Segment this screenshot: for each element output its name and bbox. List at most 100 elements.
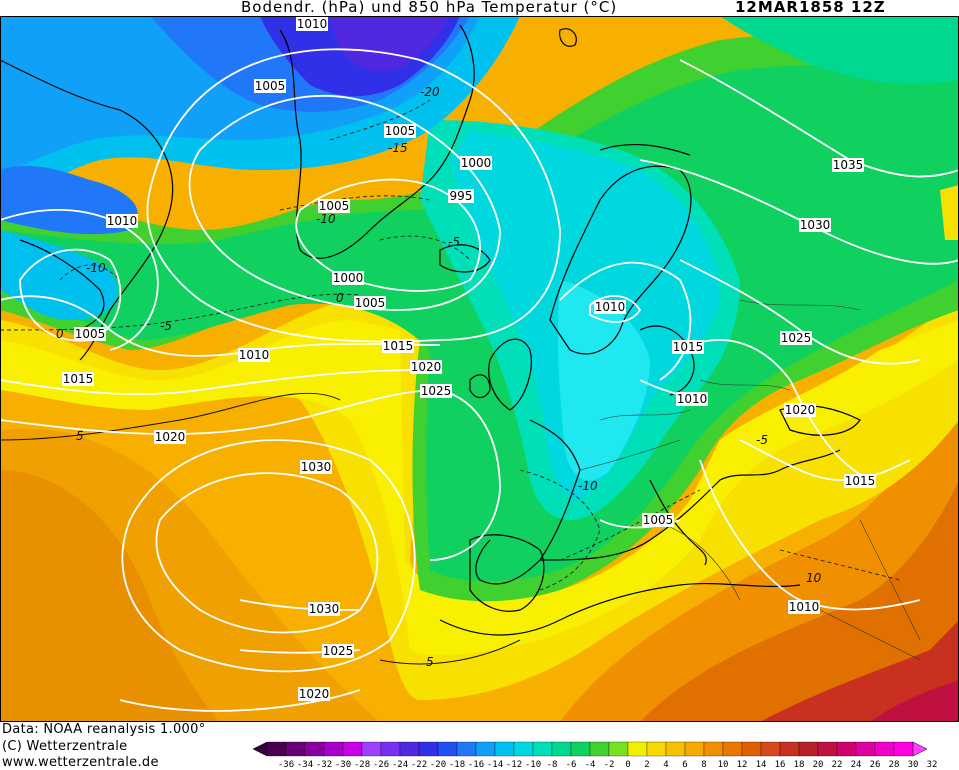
colorbar-tick-label: 6 — [682, 760, 687, 770]
isobar-label: 1020 — [410, 360, 442, 374]
colorbar-swatch — [779, 741, 800, 757]
colorbar-swatch — [456, 741, 477, 757]
colorbar-swatch — [817, 741, 838, 757]
temp-label: -10 — [578, 479, 598, 493]
svg-text:1005: 1005 — [643, 513, 674, 527]
colorbar-tick-label: 28 — [889, 760, 900, 770]
data-source-text: Data: NOAA reanalysis 1.000° — [2, 722, 206, 737]
title-bar: Bodendr. (hPa) und 850 hPa Temperatur (°… — [0, 0, 959, 16]
colorbar-swatch — [361, 741, 382, 757]
isobar-label: 1015 — [672, 340, 704, 354]
coast-labrador — [19, 239, 105, 331]
colorbar-swatch — [741, 741, 762, 757]
colorbar-swatch — [323, 741, 344, 757]
svg-text:1010: 1010 — [789, 600, 820, 614]
isobar-1010-med — [699, 459, 921, 611]
coast-scandinavia — [549, 165, 692, 355]
temperature-band-blue-atlantic — [0, 230, 118, 320]
coast-mediterranean — [539, 449, 841, 561]
colorbar-tick-label: 18 — [794, 760, 805, 770]
temperature-colorbar: -36 -34 -32 -30 -28 -26 -24 -22 -20 -18 -16 -14 -12-… — [253, 741, 938, 770]
isobar-label: 1010 — [238, 348, 270, 362]
colorbar-tick-label: -22 — [411, 760, 427, 770]
colorbar-tick-label: 4 — [663, 760, 668, 770]
isobar-label: 1010 — [296, 17, 328, 31]
isobar-label: 1010 — [788, 600, 820, 614]
colorbar-tick-label: 2 — [644, 760, 649, 770]
isobar-label: 1010 — [676, 392, 708, 406]
temp-label: -10 — [86, 261, 106, 275]
weather-map: 1010 1005 1005 1005 1000 995 1010 1000 1… — [0, 16, 959, 722]
colorbar-tick-label: -2 — [604, 760, 615, 770]
colorbar-tick-label: -30 — [335, 760, 351, 770]
coast-greenland — [279, 24, 475, 259]
temp-label: -10 — [316, 212, 336, 226]
colorbar-swatch — [608, 741, 629, 757]
temperature-band-teal-ne — [720, 16, 959, 84]
copyright-text: (C) Wetterzentrale — [2, 739, 128, 754]
colorbar-tick-label: -6 — [566, 760, 577, 770]
svg-text:1030: 1030 — [309, 602, 340, 616]
colorbar-tick-label: -10 — [525, 760, 541, 770]
svg-text:1010: 1010 — [239, 348, 270, 362]
svg-text:1015: 1015 — [63, 372, 94, 386]
isobar-label-group: 1010 1005 1005 1005 1000 995 1010 1000 1… — [62, 17, 876, 701]
isobar-label: 1005 — [384, 124, 416, 138]
svg-text:1020: 1020 — [411, 360, 442, 374]
isobar-1000-low — [295, 178, 481, 292]
isobar-1005-west — [0, 209, 159, 351]
coast-ireland — [469, 374, 491, 399]
temperature-band-se-dark — [640, 480, 959, 722]
coast-italy — [649, 479, 707, 566]
isobar-label: 1005 — [74, 327, 106, 341]
svg-text:1005: 1005 — [75, 327, 106, 341]
colorbar-overflow — [912, 741, 928, 757]
isobar-label: 1000 — [460, 156, 492, 170]
isobar-1020-a — [0, 389, 441, 436]
svg-text:1020: 1020 — [155, 430, 186, 444]
svg-text:1000: 1000 — [461, 156, 492, 170]
colorbar-swatch — [475, 741, 496, 757]
isobar-1010-west — [19, 248, 122, 342]
coast-svalbard — [559, 28, 577, 47]
svg-text:1005: 1005 — [385, 124, 416, 138]
coast-british-isles — [488, 338, 532, 411]
colorbar-tick-label: 20 — [813, 760, 824, 770]
temp-label: 0 — [56, 327, 64, 341]
colorbar-swatch — [399, 741, 420, 757]
temp-label: -5 — [448, 235, 460, 249]
isobar-label: 1035 — [832, 158, 864, 172]
colorbar-swatch — [627, 741, 648, 757]
svg-text:1010: 1010 — [107, 214, 138, 228]
colorbar-swatch — [380, 741, 401, 757]
colorbar-tick-label: 12 — [737, 760, 748, 770]
colorbar-swatch — [532, 741, 553, 757]
colorbar-tick-label: -32 — [316, 760, 332, 770]
colorbar-tick-label: -12 — [506, 760, 522, 770]
isobar-label: 1015 — [844, 474, 876, 488]
colorbar-swatch — [646, 741, 667, 757]
temperature-band-yellow-ne — [940, 185, 959, 240]
colorbar-tick-label: -16 — [468, 760, 484, 770]
isobar-label: 1025 — [780, 331, 812, 345]
svg-text:1015: 1015 — [845, 474, 876, 488]
map-date: 12MAR1858 12Z — [735, 0, 886, 16]
isobar-1035-east — [679, 59, 959, 178]
isobar-label: 1005 — [318, 199, 350, 213]
isobar-1010-scand — [589, 295, 642, 323]
map-title: Bodendr. (hPa) und 850 hPa Temperatur (°… — [241, 0, 618, 16]
colorbar-swatch — [684, 741, 705, 757]
colorbar-swatch — [855, 741, 876, 757]
isobar-1015-a — [0, 295, 441, 357]
isobar-label: 1025 — [420, 384, 452, 398]
colorbar-swatch — [513, 741, 534, 757]
isobar-1015-med — [739, 439, 911, 481]
colorbar-swatches — [253, 741, 928, 757]
isobar-label: 1005 — [642, 513, 674, 527]
isobar-label: 1020 — [298, 687, 330, 701]
coast-iceland — [439, 244, 491, 273]
temp-label: 0 — [336, 291, 344, 305]
colorbar-tick-label: 14 — [756, 760, 767, 770]
colorbar-swatch — [893, 741, 914, 757]
colorbar-ticks: -36 -34 -32 -30 -28 -26 -24 -22 -20 -18 -16 -14 -12-… — [278, 760, 938, 770]
